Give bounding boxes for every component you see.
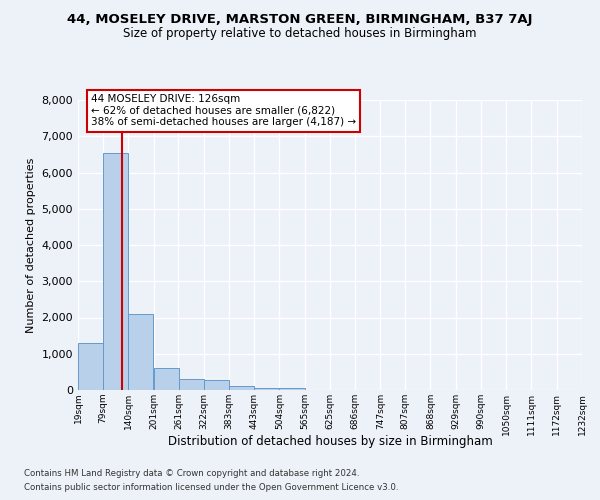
Y-axis label: Number of detached properties: Number of detached properties	[26, 158, 36, 332]
Text: Contains HM Land Registry data © Crown copyright and database right 2024.: Contains HM Land Registry data © Crown c…	[24, 468, 359, 477]
Bar	[204, 380, 229, 390]
Text: Contains public sector information licensed under the Open Government Licence v3: Contains public sector information licen…	[24, 484, 398, 492]
Bar	[254, 388, 279, 390]
Bar	[103, 152, 128, 390]
Text: Size of property relative to detached houses in Birmingham: Size of property relative to detached ho…	[123, 28, 477, 40]
Bar	[280, 388, 305, 390]
Text: 44 MOSELEY DRIVE: 126sqm
← 62% of detached houses are smaller (6,822)
38% of sem: 44 MOSELEY DRIVE: 126sqm ← 62% of detach…	[91, 94, 356, 128]
Text: 44, MOSELEY DRIVE, MARSTON GREEN, BIRMINGHAM, B37 7AJ: 44, MOSELEY DRIVE, MARSTON GREEN, BIRMIN…	[67, 12, 533, 26]
Text: Distribution of detached houses by size in Birmingham: Distribution of detached houses by size …	[167, 434, 493, 448]
Bar	[78, 343, 103, 390]
Bar	[128, 314, 154, 390]
Bar	[229, 386, 254, 390]
Bar	[154, 368, 179, 390]
Bar	[179, 379, 203, 390]
